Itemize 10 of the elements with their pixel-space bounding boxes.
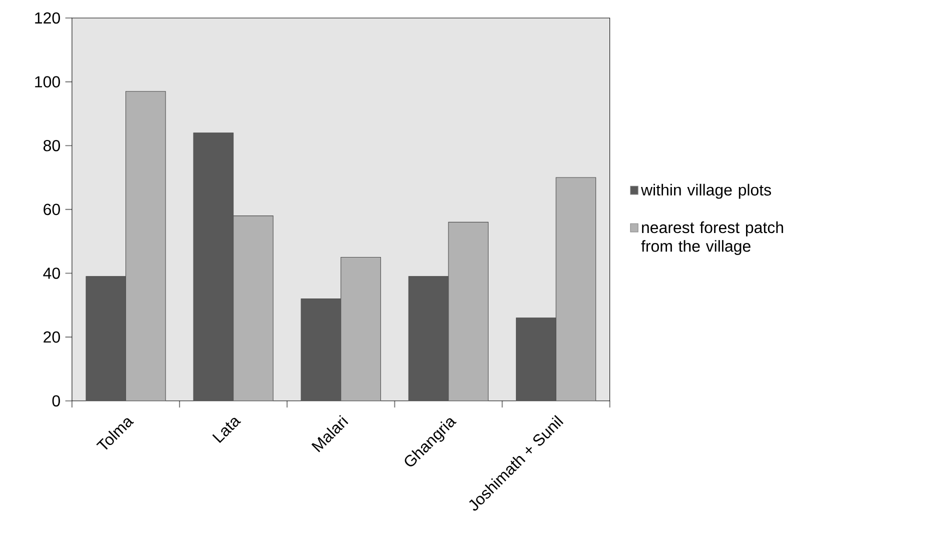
y-tick-label: 80 — [44, 140, 60, 152]
y-tick-label: 60 — [44, 204, 60, 216]
y-tick-label: 40 — [43, 268, 60, 279]
y-tick-label: 100 — [35, 76, 60, 88]
legend-label: within village plots — [640, 184, 772, 199]
y-tick-label: 0 — [52, 395, 60, 407]
legend-label: nearest forest patch from the village — [641, 222, 784, 256]
y-tick-label: 20 — [44, 331, 60, 343]
y-tick-label: 120 — [35, 12, 60, 24]
x-tick-label: Lata — [212, 418, 242, 444]
